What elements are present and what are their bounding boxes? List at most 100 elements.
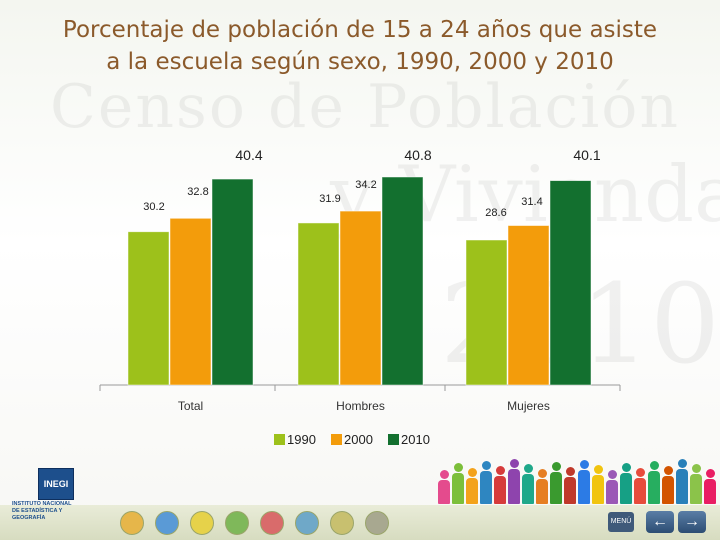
data-label-total-1990: 30.2	[143, 201, 164, 213]
person-figure-icon	[620, 463, 632, 504]
person-body-icon	[676, 469, 688, 504]
data-label-mujeres-1990: 28.6	[485, 207, 506, 219]
bar-total-2010	[212, 179, 253, 385]
person-body-icon	[480, 471, 492, 504]
legend-swatch-1990	[274, 434, 285, 445]
bar-mujeres-2000	[508, 226, 549, 385]
person-body-icon	[592, 475, 604, 504]
people-illustration	[438, 462, 718, 504]
data-label-total-2000: 32.8	[187, 186, 208, 198]
person-figure-icon	[480, 461, 492, 504]
person-head-icon	[566, 467, 575, 476]
right-arrow-icon[interactable]: →	[678, 511, 706, 533]
person-head-icon	[636, 468, 645, 477]
person-head-icon	[608, 470, 617, 479]
person-figure-icon	[438, 470, 450, 504]
person-body-icon	[494, 476, 506, 504]
person-figure-icon	[550, 462, 562, 504]
person-head-icon	[468, 468, 477, 477]
person-body-icon	[634, 478, 646, 504]
legend-swatch-2010	[388, 434, 399, 445]
data-label-hombres-2000: 34.2	[355, 179, 376, 191]
data-label-hombres-2010: 40.8	[404, 147, 431, 163]
person-head-icon	[706, 469, 715, 478]
community-topic-icon[interactable]	[225, 511, 249, 535]
person-body-icon	[536, 479, 548, 504]
person-body-icon	[452, 473, 464, 504]
legend-swatch-2000	[331, 434, 342, 445]
person-figure-icon	[592, 465, 604, 504]
left-arrow-icon[interactable]: ←	[646, 511, 674, 533]
inegi-logo-line-2: DE ESTADÍSTICA Y GEOGRAFÍA	[12, 508, 94, 522]
bar-chart: Total Hombres Mujeres 30.2 32.8 40.4 31.9 34.2 4…	[0, 0, 720, 460]
person-body-icon	[522, 474, 534, 504]
inegi-logo-mark: INEGI	[38, 468, 74, 500]
person-body-icon	[564, 477, 576, 504]
person-figure-icon	[536, 469, 548, 504]
person-body-icon	[648, 471, 660, 504]
person-head-icon	[650, 461, 659, 470]
person-body-icon	[704, 479, 716, 504]
person-figure-icon	[676, 459, 688, 504]
person-body-icon	[690, 474, 702, 504]
bar-hombres-1990	[298, 223, 339, 385]
people-topic-icon[interactable]	[120, 511, 144, 535]
legend-label-2000: 2000	[344, 432, 373, 447]
inegi-logo-text: INSTITUTO NACIONAL DE ESTADÍSTICA Y GEOG…	[12, 501, 94, 522]
map-topic-icon[interactable]	[330, 511, 354, 535]
person-head-icon	[692, 464, 701, 473]
x-tick-label-total: Total	[178, 399, 203, 413]
person-figure-icon	[606, 470, 618, 504]
person-head-icon	[678, 459, 687, 468]
person-head-icon	[538, 469, 547, 478]
family-topic-icon[interactable]	[190, 511, 214, 535]
person-figure-icon	[452, 463, 464, 504]
person-figure-icon	[466, 468, 478, 504]
person-body-icon	[508, 469, 520, 504]
person-body-icon	[620, 473, 632, 504]
person-figure-icon	[494, 466, 506, 504]
legend-label-2010: 2010	[401, 432, 430, 447]
person-head-icon	[482, 461, 491, 470]
x-tick-label-mujeres: Mujeres	[507, 399, 550, 413]
person-head-icon	[552, 462, 561, 471]
menu-button[interactable]: MENÚ	[608, 512, 634, 532]
person-head-icon	[622, 463, 631, 472]
person-head-icon	[496, 466, 505, 475]
person-figure-icon	[690, 464, 702, 504]
health-topic-icon[interactable]	[295, 511, 319, 535]
person-body-icon	[606, 480, 618, 504]
info-topic-icon[interactable]	[155, 511, 179, 535]
data-label-hombres-1990: 31.9	[319, 193, 340, 205]
bar-total-1990	[128, 232, 169, 385]
person-head-icon	[664, 466, 673, 475]
home-topic-icon[interactable]	[260, 511, 284, 535]
data-label-total-2010: 40.4	[235, 147, 262, 163]
person-figure-icon	[522, 464, 534, 504]
person-body-icon	[466, 478, 478, 504]
person-head-icon	[594, 465, 603, 474]
person-figure-icon	[648, 461, 660, 504]
person-head-icon	[510, 459, 519, 468]
person-figure-icon	[634, 468, 646, 504]
data-label-mujeres-2010: 40.1	[573, 147, 600, 163]
inegi-logo-line-1: INSTITUTO NACIONAL	[12, 501, 94, 508]
person-head-icon	[440, 470, 449, 479]
bar-total-2000	[170, 218, 211, 385]
inegi-logo: INEGI INSTITUTO NACIONAL DE ESTADÍSTICA …	[12, 468, 94, 534]
legend-label-1990: 1990	[287, 432, 316, 447]
person-body-icon	[662, 476, 674, 504]
person-head-icon	[580, 460, 589, 469]
person-figure-icon	[564, 467, 576, 504]
person-head-icon	[454, 463, 463, 472]
person-head-icon	[524, 464, 533, 473]
person-figure-icon	[508, 459, 520, 504]
bar-hombres-2000	[340, 211, 381, 385]
person-body-icon	[438, 480, 450, 504]
person-figure-icon	[662, 466, 674, 504]
data-label-mujeres-2000: 31.4	[521, 196, 542, 208]
person-figure-icon	[578, 460, 590, 504]
person-figure-icon	[704, 469, 716, 504]
document-topic-icon[interactable]	[365, 511, 389, 535]
bar-mujeres-2010	[550, 181, 591, 385]
